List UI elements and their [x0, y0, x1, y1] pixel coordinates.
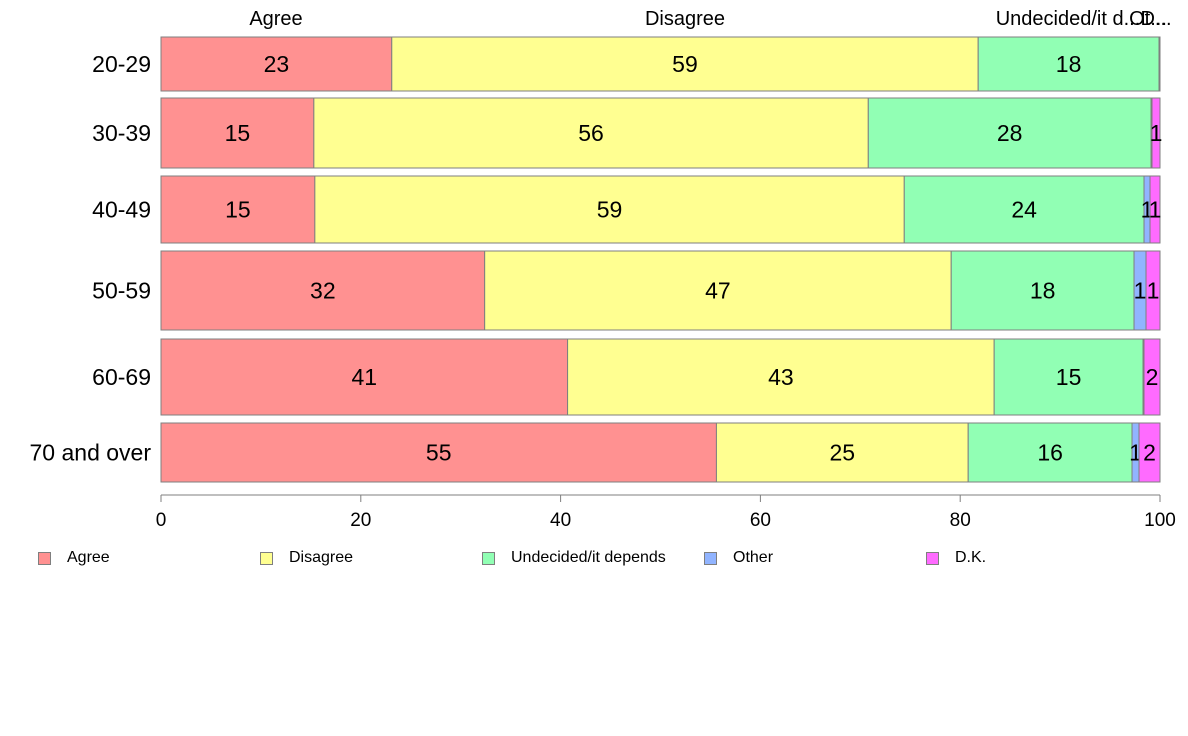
- x-tick-label: 80: [950, 510, 971, 531]
- data-label: 15: [225, 120, 251, 146]
- bar-segment: [313, 97, 869, 169]
- top-series-label: Undecided/it d...: [996, 8, 1141, 30]
- bar-segment: [1143, 338, 1161, 416]
- top-series-label: Disagree: [645, 8, 725, 30]
- legend-swatch-other: [704, 551, 717, 565]
- data-label: 43: [768, 364, 794, 390]
- category-label: 70 and over: [30, 440, 152, 466]
- top-series-label: D...: [1140, 8, 1171, 30]
- bar-segment: [867, 97, 1152, 169]
- bar-segment: [160, 422, 717, 483]
- data-label: 41: [351, 364, 377, 390]
- bar-segment: [314, 175, 905, 244]
- x-tick-label: 20: [350, 510, 371, 531]
- bar-segment: [1149, 175, 1161, 244]
- bar-segment: [950, 250, 1135, 331]
- data-label: 18: [1056, 51, 1082, 77]
- data-label: 1: [1147, 278, 1160, 304]
- bar-segment: [1138, 422, 1161, 483]
- legend-item-disagree: Disagree: [260, 546, 353, 570]
- category-label: 20-29: [92, 51, 151, 77]
- bar-segment: [993, 338, 1144, 416]
- top-series-label: Agree: [249, 8, 302, 30]
- data-label: 18: [1030, 278, 1056, 304]
- x-tick-label: 40: [550, 510, 571, 531]
- bar-segment: [1145, 250, 1161, 331]
- bar-segment: [1158, 36, 1161, 92]
- data-label: 56: [578, 120, 604, 146]
- bar-segment: [160, 97, 315, 169]
- legend-swatch-disagree: [260, 551, 273, 565]
- data-label: 59: [597, 197, 623, 223]
- legend-label-agree: Agree: [67, 549, 110, 566]
- bar-segment: [903, 175, 1145, 244]
- data-label: 16: [1037, 440, 1063, 466]
- data-label: 32: [310, 278, 336, 304]
- bar-segment: [977, 36, 1160, 92]
- bar-segment: [567, 338, 995, 416]
- data-label: 15: [225, 197, 251, 223]
- data-label: 23: [264, 51, 290, 77]
- legend-swatch-agree: [38, 551, 51, 565]
- data-label: 1: [1134, 278, 1147, 304]
- legend-item-undecided: Undecided/it depends: [482, 546, 666, 570]
- data-label: 47: [705, 278, 731, 304]
- bar-segment: [160, 36, 393, 92]
- legend-item-agree: Agree: [38, 546, 110, 570]
- legend-item-dk: D.K.: [926, 546, 986, 570]
- legend-label-other: Other: [733, 549, 774, 566]
- bar-segment: [160, 250, 486, 331]
- bar-segment: [391, 36, 979, 92]
- data-label: 59: [672, 51, 698, 77]
- legend-label-undecided: Undecided/it depends: [511, 549, 666, 566]
- legend-swatch-undecided: [482, 551, 495, 565]
- bar-segment: [715, 422, 969, 483]
- top-series-label: Ot...: [1129, 8, 1167, 30]
- x-tick-label: 100: [1144, 510, 1176, 531]
- data-label: 1: [1149, 197, 1162, 223]
- bar-segment: [1151, 97, 1161, 169]
- category-label: 40-49: [92, 197, 151, 223]
- data-label: 28: [997, 120, 1023, 146]
- category-label: 50-59: [92, 278, 151, 304]
- x-tick-label: 0: [156, 510, 167, 531]
- data-label: 15: [1056, 364, 1082, 390]
- legend-label-dk: D.K.: [955, 549, 987, 566]
- data-label: 2: [1143, 440, 1156, 466]
- bar-segment: [160, 175, 316, 244]
- x-tick-label: 60: [750, 510, 771, 531]
- bar-segment: [160, 338, 569, 416]
- data-label: 1: [1150, 120, 1163, 146]
- category-label: 30-39: [92, 120, 151, 146]
- legend-swatch-dk: [926, 551, 939, 565]
- legend-item-other: Other: [704, 546, 773, 570]
- data-label: 2: [1146, 364, 1159, 390]
- legend: Agree Disagree Undecided/it depends Othe…: [0, 546, 1188, 570]
- bar-segment: [484, 250, 952, 331]
- data-label: 55: [426, 440, 452, 466]
- data-label: 24: [1011, 197, 1037, 223]
- data-label: 25: [830, 440, 856, 466]
- legend-label-disagree: Disagree: [289, 549, 354, 566]
- category-label: 60-69: [92, 364, 151, 390]
